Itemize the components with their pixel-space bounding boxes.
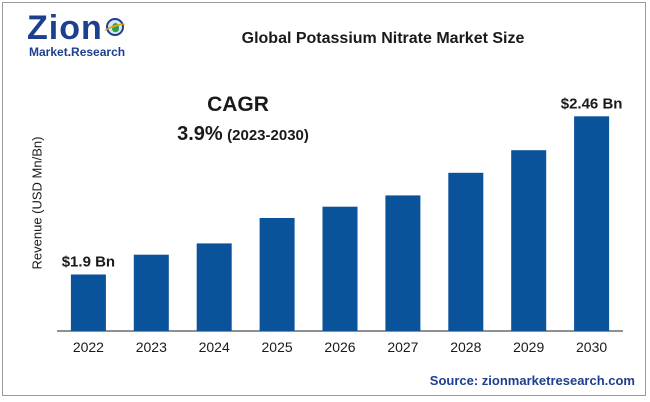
cagr-period: (2023-2030)	[227, 127, 309, 144]
chart-title: Global Potassium Nitrate Market Size	[241, 30, 525, 47]
x-tick-label-2023: 2023	[136, 339, 167, 355]
logo-subtitle: Market.Research	[29, 45, 126, 59]
x-tick-label-2024: 2024	[199, 339, 230, 355]
x-tick-label-2030: 2030	[576, 339, 607, 355]
zion-market-research-logo: Zion Market.Research	[27, 9, 137, 63]
globe-icon	[106, 18, 124, 36]
bar-2026	[322, 206, 358, 331]
chart-frame: Zion Market.Research Global Potassium Ni…	[2, 2, 646, 396]
data-label-2030: $2.46 Bn	[561, 95, 623, 112]
bar-2025	[259, 218, 295, 331]
cagr-value: 3.9%	[177, 123, 223, 145]
logo-word: Zion	[27, 9, 103, 47]
x-tick-label-2029: 2029	[513, 339, 544, 355]
x-tick-label-2026: 2026	[324, 339, 355, 355]
x-tick-label-2027: 2027	[387, 339, 418, 355]
bar-2022	[70, 274, 106, 331]
bar-2030	[574, 116, 610, 331]
bar-2029	[511, 150, 547, 331]
bar-2023	[133, 254, 169, 331]
x-tick-label-2028: 2028	[450, 339, 481, 355]
cagr-label: CAGR	[207, 93, 269, 116]
bar-2024	[196, 243, 232, 331]
source-credit: Source: zionmarketresearch.com	[429, 373, 635, 388]
bar-2028	[448, 172, 484, 331]
bar-chart-plot: 2022 2023 2024 2025 2026 2027 2028 2029 2030 $1.9…	[57, 95, 623, 355]
x-tick-label-2022: 2022	[73, 339, 104, 355]
bar-2027	[385, 195, 421, 331]
x-tick-label-2025: 2025	[262, 339, 293, 355]
cagr-annotation: 3.9% (2023-2030)	[123, 123, 363, 146]
data-label-2022: $1.9 Bn	[62, 254, 115, 271]
